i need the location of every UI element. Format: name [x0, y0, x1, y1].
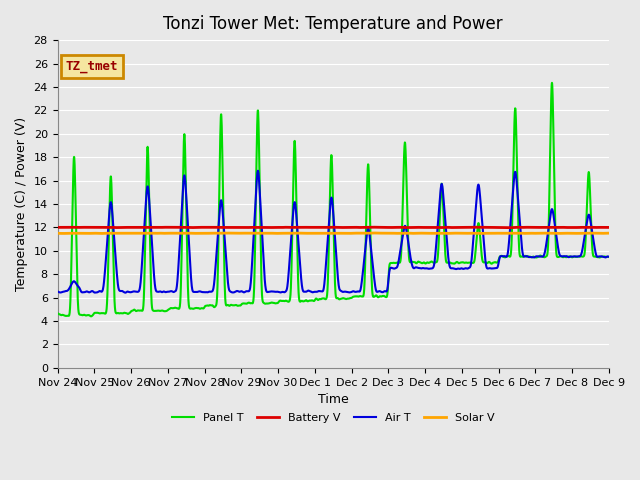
- Air T: [54, 288, 61, 294]
- X-axis label: Time: Time: [318, 393, 349, 406]
- Solar V: [370, 230, 378, 236]
- Panel T: [266, 300, 273, 306]
- Panel T: [87, 313, 95, 319]
- Solar V: [97, 230, 104, 236]
- Air T: [150, 263, 157, 268]
- Text: TZ_tmet: TZ_tmet: [66, 60, 118, 73]
- Battery V: [289, 225, 297, 230]
- Air T: [122, 290, 129, 296]
- Solar V: [535, 230, 543, 236]
- Panel T: [150, 308, 157, 313]
- Solar V: [116, 230, 124, 236]
- Air T: [535, 253, 543, 259]
- Air T: [254, 168, 262, 174]
- Battery V: [506, 225, 514, 230]
- Solar V: [54, 230, 61, 236]
- Solar V: [150, 230, 157, 236]
- Battery V: [149, 225, 157, 230]
- Battery V: [265, 225, 273, 230]
- Battery V: [369, 224, 377, 230]
- Battery V: [535, 225, 543, 230]
- Air T: [595, 254, 602, 260]
- Solar V: [266, 230, 273, 236]
- Panel T: [595, 254, 602, 260]
- Air T: [266, 289, 273, 295]
- Panel T: [605, 254, 612, 260]
- Line: Air T: Air T: [58, 171, 609, 293]
- Battery V: [605, 225, 612, 230]
- Panel T: [54, 311, 61, 316]
- Y-axis label: Temperature (C) / Power (V): Temperature (C) / Power (V): [15, 117, 28, 291]
- Line: Battery V: Battery V: [58, 227, 609, 228]
- Panel T: [289, 190, 297, 196]
- Legend: Panel T, Battery V, Air T, Solar V: Panel T, Battery V, Air T, Solar V: [168, 409, 499, 428]
- Solar V: [289, 230, 297, 236]
- Battery V: [54, 225, 61, 230]
- Air T: [605, 254, 612, 260]
- Solar V: [595, 230, 602, 236]
- Battery V: [116, 225, 124, 230]
- Title: Tonzi Tower Met: Temperature and Power: Tonzi Tower Met: Temperature and Power: [163, 15, 503, 33]
- Panel T: [116, 310, 124, 316]
- Air T: [116, 288, 124, 294]
- Solar V: [605, 230, 612, 236]
- Panel T: [535, 253, 543, 259]
- Panel T: [548, 80, 556, 86]
- Line: Panel T: Panel T: [58, 83, 609, 316]
- Battery V: [595, 225, 602, 230]
- Air T: [289, 209, 297, 215]
